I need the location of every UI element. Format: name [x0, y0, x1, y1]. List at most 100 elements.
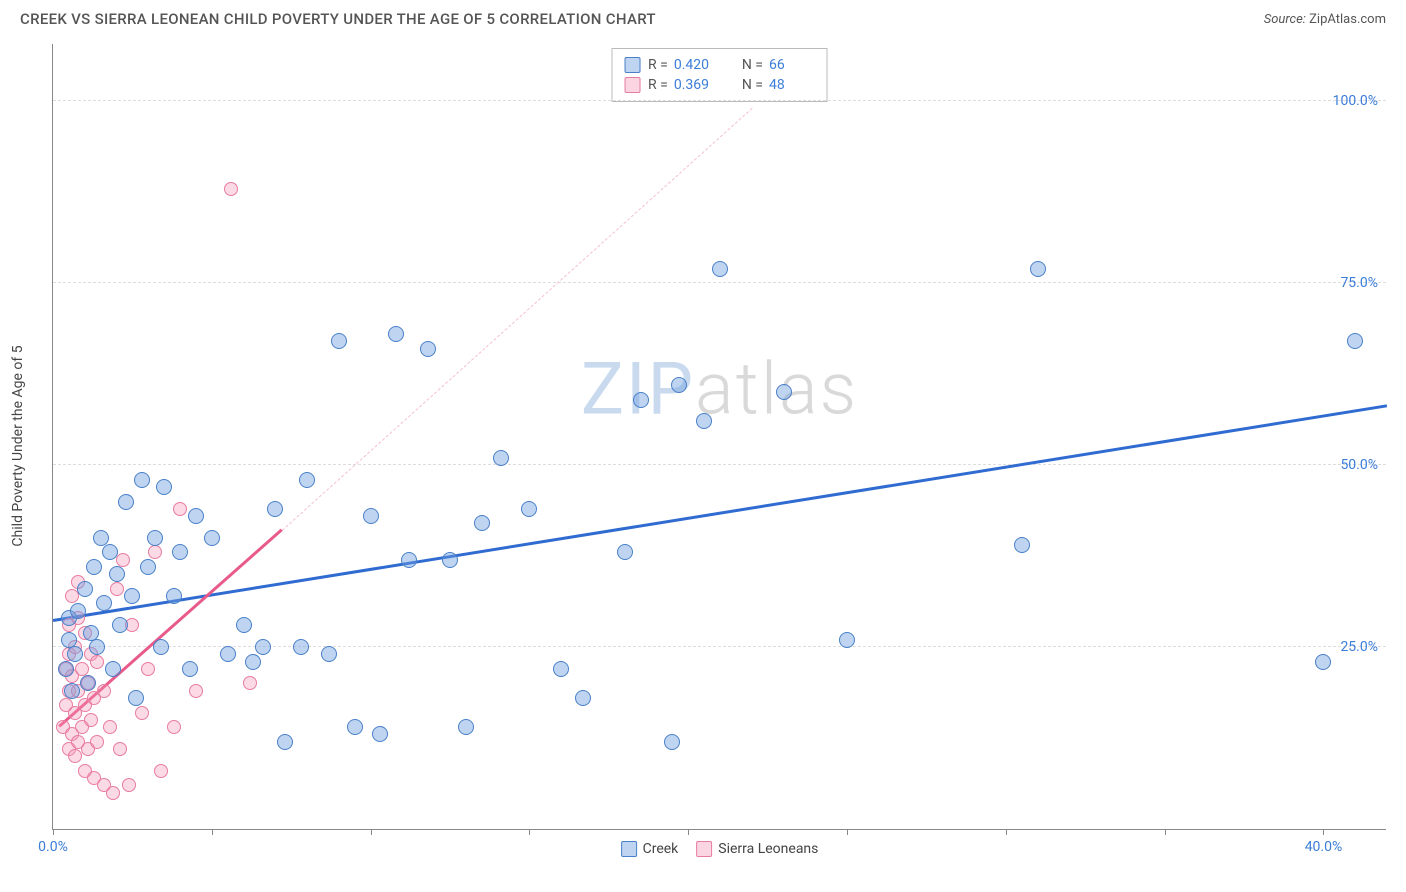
data-point — [122, 778, 136, 792]
source-attribution: Source: ZipAtlas.com — [1264, 12, 1386, 27]
data-point — [110, 582, 124, 596]
x-tick — [1323, 829, 1324, 835]
data-point — [633, 392, 649, 408]
data-point — [293, 639, 309, 655]
data-point — [140, 559, 156, 575]
x-tick — [847, 829, 848, 835]
data-point — [172, 544, 188, 560]
data-point — [331, 333, 347, 349]
legend-swatch — [624, 57, 640, 73]
data-point — [58, 661, 74, 677]
data-point — [75, 662, 89, 676]
y-axis-label: Child Poverty Under the Age of 5 — [10, 345, 26, 546]
gridline — [53, 282, 1386, 283]
data-point — [776, 384, 792, 400]
data-point — [493, 450, 509, 466]
x-tick-label: 0.0% — [38, 839, 68, 855]
data-point — [67, 646, 83, 662]
data-point — [839, 632, 855, 648]
data-point — [77, 581, 93, 597]
data-point — [84, 713, 98, 727]
data-point — [89, 639, 105, 655]
legend-swatch — [624, 77, 640, 93]
data-point — [188, 508, 204, 524]
data-point — [105, 661, 121, 677]
data-point — [96, 595, 112, 611]
legend-swatch — [696, 841, 712, 857]
legend-row: R = 0.369N = 48 — [624, 75, 815, 95]
data-point — [267, 501, 283, 517]
data-point — [80, 675, 96, 691]
gridline — [53, 646, 1386, 647]
data-point — [236, 617, 252, 633]
x-tick — [371, 829, 372, 835]
correlation-legend: R = 0.420N = 66R = 0.369N = 48 — [611, 48, 828, 102]
data-point — [255, 639, 271, 655]
data-point — [106, 786, 120, 800]
data-point — [442, 552, 458, 568]
data-point — [156, 479, 172, 495]
data-point — [128, 690, 144, 706]
legend-swatch — [621, 841, 637, 857]
data-point — [712, 261, 728, 277]
data-point — [243, 676, 257, 690]
data-point — [135, 706, 149, 720]
data-point — [113, 742, 127, 756]
data-point — [189, 684, 203, 698]
y-tick-label: 75.0% — [1340, 275, 1378, 291]
data-point — [97, 684, 111, 698]
data-point — [388, 326, 404, 342]
data-point — [474, 515, 490, 531]
data-point — [521, 501, 537, 517]
data-point — [64, 683, 80, 699]
data-point — [141, 662, 155, 676]
data-point — [118, 494, 134, 510]
x-tick — [688, 829, 689, 835]
data-point — [277, 734, 293, 750]
x-tick-label: 40.0% — [1305, 839, 1343, 855]
data-point — [154, 764, 168, 778]
legend-item: Sierra Leoneans — [696, 841, 818, 857]
data-point — [617, 544, 633, 560]
data-point — [224, 182, 238, 196]
y-tick-label: 100.0% — [1333, 93, 1378, 109]
watermark: ZIPatlas — [581, 347, 858, 432]
legend-item: Creek — [621, 841, 679, 857]
data-point — [147, 530, 163, 546]
data-point — [575, 690, 591, 706]
data-point — [420, 341, 436, 357]
x-tick — [1165, 829, 1166, 835]
data-point — [116, 553, 130, 567]
legend-row: R = 0.420N = 66 — [624, 55, 815, 75]
data-point — [1014, 537, 1030, 553]
data-point — [299, 472, 315, 488]
data-point — [1347, 333, 1363, 349]
x-tick — [212, 829, 213, 835]
trend-line — [281, 108, 752, 531]
scatter-chart: ZIPatlas R = 0.420N = 66R = 0.369N = 48 … — [52, 44, 1386, 830]
gridline — [53, 100, 1386, 101]
data-point — [1315, 654, 1331, 670]
x-tick — [53, 829, 54, 835]
data-point — [182, 661, 198, 677]
data-point — [124, 588, 140, 604]
data-point — [86, 559, 102, 575]
data-point — [70, 603, 86, 619]
data-point — [102, 544, 118, 560]
data-point — [220, 646, 236, 662]
data-point — [153, 639, 169, 655]
data-point — [134, 472, 150, 488]
data-point — [1030, 261, 1046, 277]
data-point — [245, 654, 261, 670]
data-point — [90, 655, 104, 669]
data-point — [173, 502, 187, 516]
data-point — [553, 661, 569, 677]
data-point — [671, 377, 687, 393]
chart-title: CREEK VS SIERRA LEONEAN CHILD POVERTY UN… — [20, 10, 656, 28]
y-tick-label: 50.0% — [1340, 457, 1378, 473]
series-legend: Creek Sierra Leoneans — [621, 841, 819, 857]
gridline — [53, 464, 1386, 465]
data-point — [458, 719, 474, 735]
data-point — [372, 726, 388, 742]
data-point — [363, 508, 379, 524]
